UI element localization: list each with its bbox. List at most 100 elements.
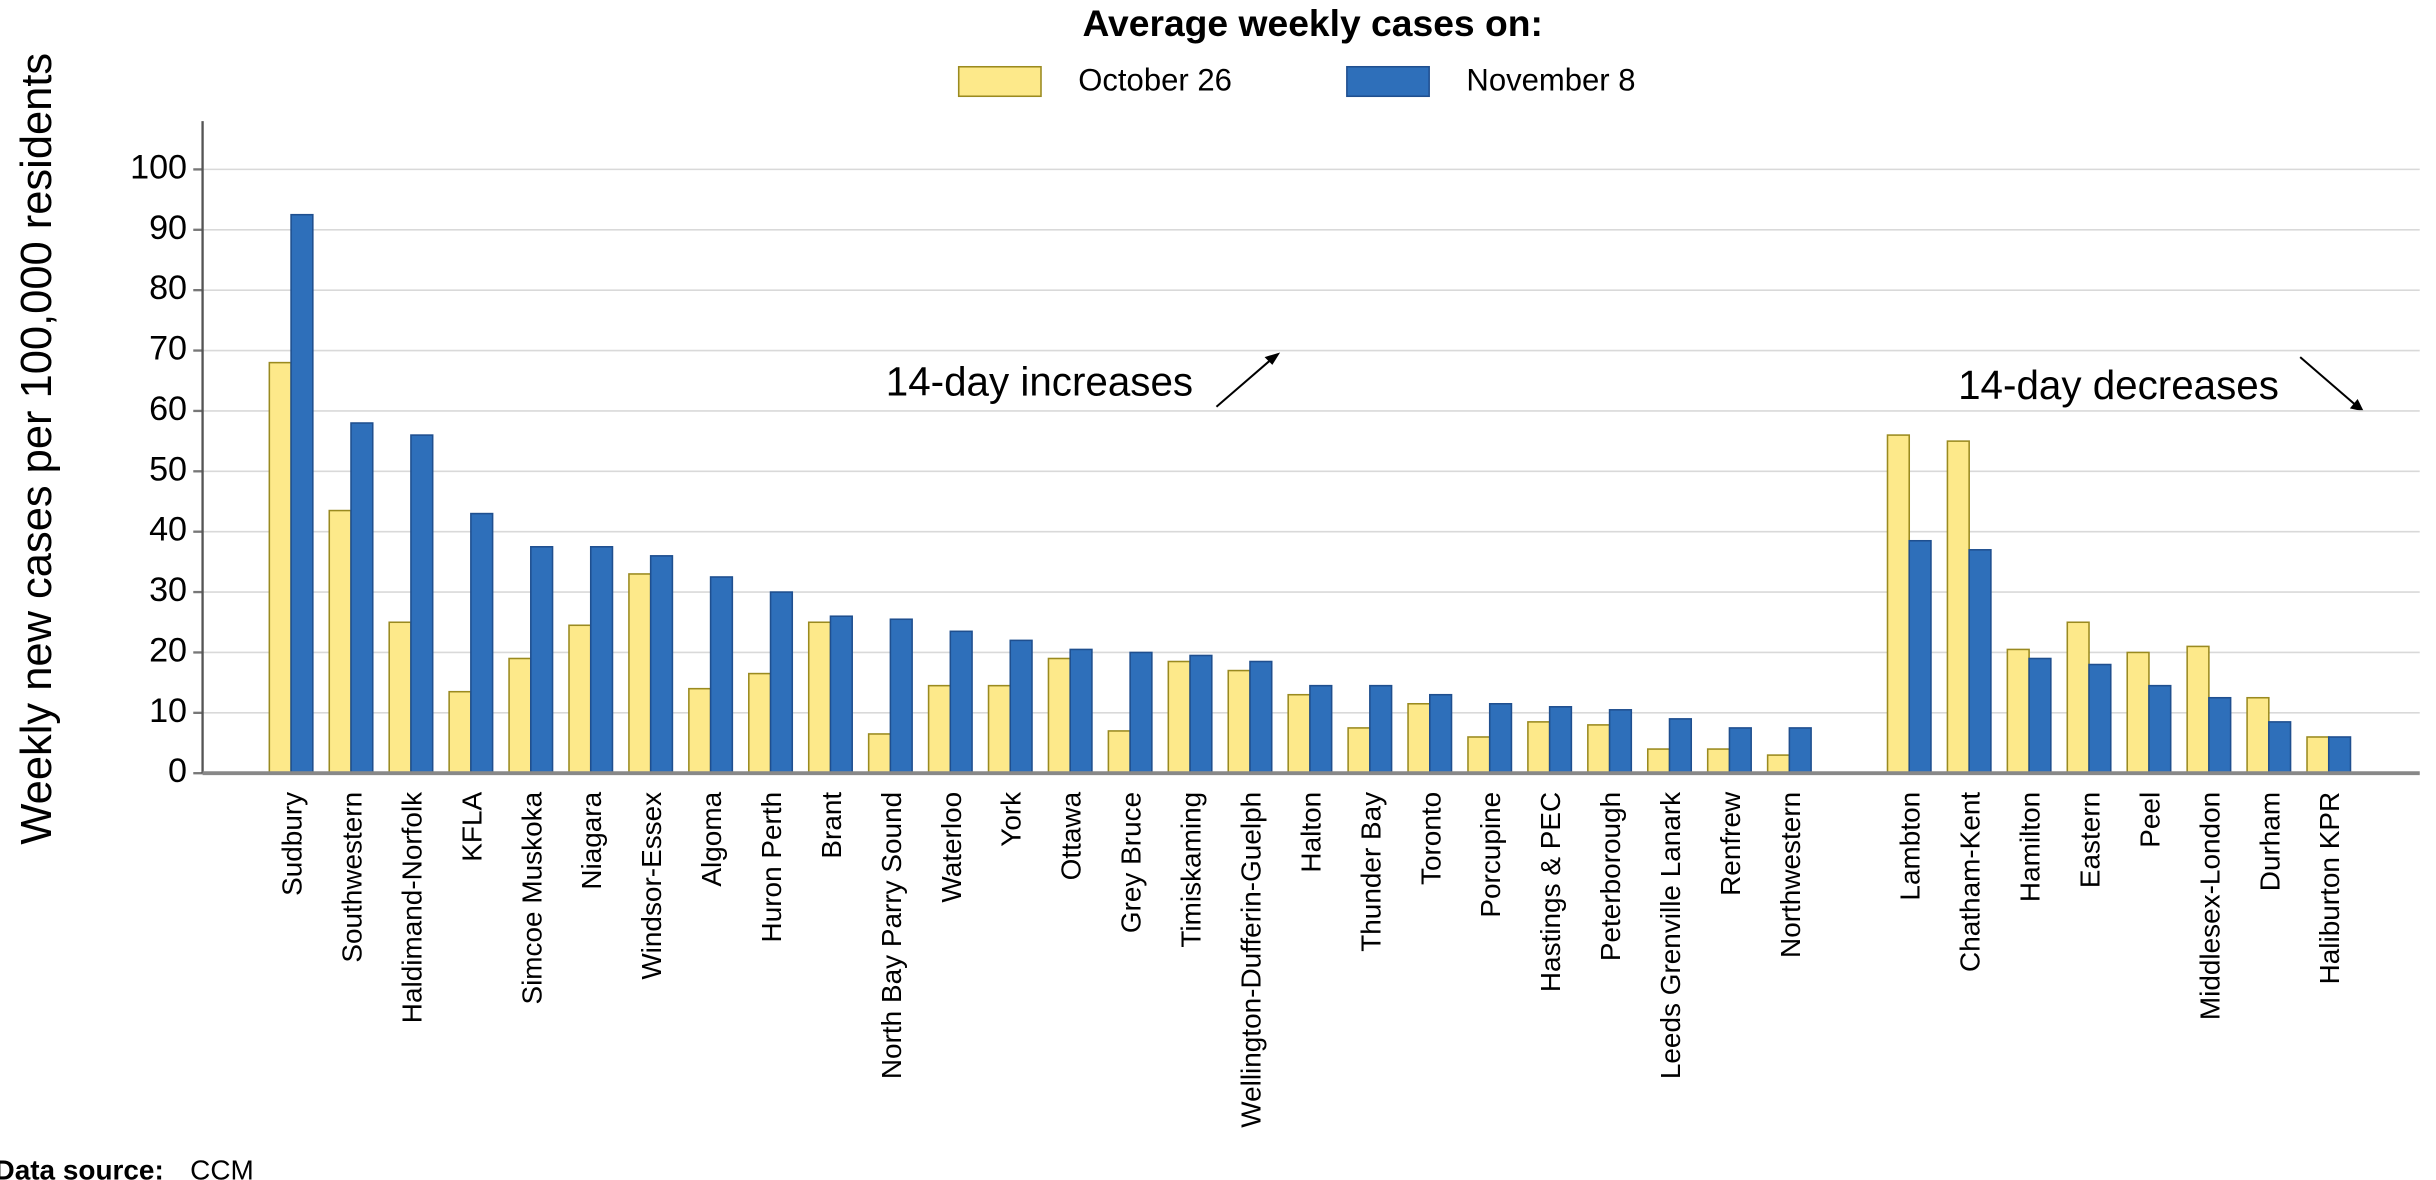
bar <box>1886 434 1911 774</box>
x-tick-label: Windsor-Essex <box>636 792 667 980</box>
bar <box>807 621 832 774</box>
y-tick-label: 100 <box>130 148 187 186</box>
bar <box>1788 727 1812 774</box>
x-tick-label: Waterloo <box>936 792 967 903</box>
bar <box>1287 693 1311 774</box>
bar <box>649 555 674 774</box>
x-tick-label: Simcoe Muskoka <box>516 791 547 1004</box>
bar <box>350 422 374 774</box>
x-tick-label: Toronto <box>1415 792 1446 885</box>
bar <box>628 573 652 774</box>
x-tick-label: Huron Perth <box>756 792 787 943</box>
y-tick-label: 30 <box>149 571 187 609</box>
x-tick-label: Haldimand-Norfolk <box>396 791 427 1023</box>
bar <box>328 509 352 774</box>
bar <box>1608 709 1633 774</box>
x-tick-label: Timiskaming <box>1176 792 1207 948</box>
source: CCM <box>190 1155 254 1180</box>
bar <box>2006 648 2030 774</box>
legend-swatch <box>957 65 1042 98</box>
bar <box>1167 660 1191 774</box>
bar <box>2327 736 2352 774</box>
x-tick-label: Halton <box>1295 792 1326 873</box>
bar <box>927 684 952 774</box>
x-tick-label: Renfrew <box>1715 791 1746 896</box>
annotation: 14-day increases <box>886 359 1193 405</box>
x-tick-label: Southwestern <box>336 792 367 963</box>
bar <box>829 615 853 774</box>
y-tick-label: 40 <box>149 511 187 549</box>
bar <box>1107 730 1131 774</box>
bar <box>1249 660 1273 774</box>
x-tick-label: York <box>996 791 1027 847</box>
y-tick-label: 90 <box>149 209 187 247</box>
bar <box>1706 748 1731 774</box>
bar <box>530 546 554 774</box>
y-tick-label: 20 <box>149 631 187 669</box>
x-tick-label: Haliburton KPR <box>2314 792 2345 985</box>
x-tick-label: Leeds Grenville Lanark <box>1655 791 1686 1079</box>
x-tick-label: Hamilton <box>2015 792 2046 902</box>
bar <box>987 684 1012 774</box>
x-tick-label: Niagara <box>576 791 607 889</box>
bar <box>2208 696 2232 774</box>
x-tick-label: North Bay Parry Sound <box>876 792 907 1079</box>
bar <box>1908 539 1932 774</box>
bar <box>290 213 314 774</box>
bar <box>709 576 734 774</box>
bar <box>2028 657 2052 774</box>
bar <box>1047 657 1071 774</box>
bar <box>1309 684 1333 774</box>
bar <box>748 672 772 774</box>
x-tick-label: Eastern <box>2075 792 2106 888</box>
bar <box>568 624 592 774</box>
legend-title: Average weekly cases on: <box>1083 2 1543 44</box>
y-tick-label: 50 <box>149 450 187 488</box>
bar <box>2268 721 2292 774</box>
x-tick-label: Northwestern <box>1775 792 1806 958</box>
y-tick-label: 80 <box>149 269 187 307</box>
annotation: 14-day decreases <box>1958 362 2279 408</box>
x-tick-label: Durham <box>2254 792 2285 891</box>
bar <box>949 630 973 774</box>
bar <box>470 512 494 774</box>
x-tick-label: Thunder Bay <box>1355 792 1386 952</box>
bar <box>388 621 412 774</box>
bar <box>1189 654 1213 774</box>
bar <box>2306 736 2330 774</box>
bar <box>1369 684 1393 774</box>
bar <box>2066 621 2090 774</box>
bar <box>2186 645 2210 774</box>
bar <box>1488 702 1513 774</box>
bar <box>769 591 794 774</box>
bar <box>1429 693 1453 774</box>
arrow <box>1215 356 1275 408</box>
source-label: Data source: <box>0 1155 164 1180</box>
x-tick-label: Brant <box>816 792 847 859</box>
bar <box>1227 669 1251 774</box>
bar <box>2148 684 2172 774</box>
bar <box>889 618 913 774</box>
bar <box>589 546 614 774</box>
bar <box>508 657 532 774</box>
bar <box>1548 706 1573 774</box>
bar <box>1646 748 1671 774</box>
x-tick-label: Peterborough <box>1595 792 1626 961</box>
bar <box>867 733 892 774</box>
bar <box>448 690 472 774</box>
bar <box>1467 736 1491 774</box>
bar <box>1968 549 1992 774</box>
legend-label: October 26 <box>1078 62 1232 97</box>
y-tick-label: 70 <box>149 330 187 368</box>
x-tick-label: Chatham-Kent <box>1955 792 1986 972</box>
x-tick-label: Middlesex-London <box>2194 792 2225 1020</box>
bar <box>1129 651 1153 774</box>
y-tick-label: 10 <box>149 692 187 730</box>
arrow <box>2299 356 2359 408</box>
x-tick-label: KFLA <box>456 791 487 861</box>
y-tick-label: 0 <box>168 752 187 790</box>
bar <box>1728 727 1752 774</box>
legend-swatch <box>1346 65 1430 98</box>
